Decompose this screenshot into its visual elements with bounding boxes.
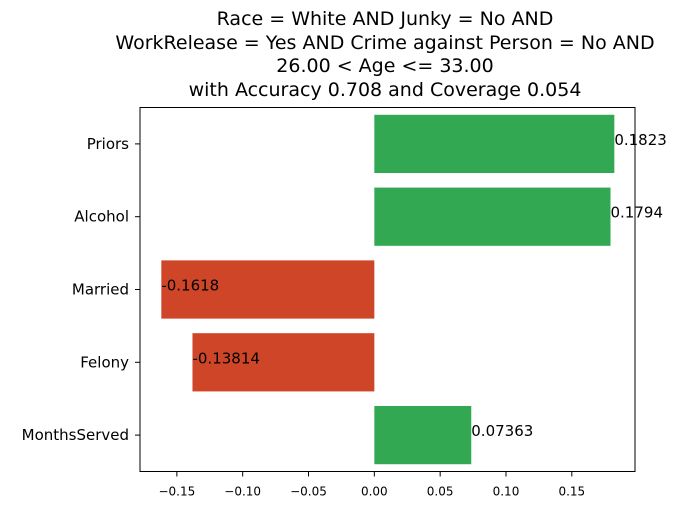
y-tick-label-alcohol: Alcohol [74, 208, 129, 226]
y-tick-label-monthsserved: MonthsServed [22, 426, 129, 444]
bar-felony [192, 333, 375, 392]
y-tick-label-felony: Felony [80, 353, 129, 371]
data-label-alcohol: 0.1794 [611, 204, 664, 222]
x-tick-label: −0.05 [290, 485, 327, 499]
data-label-priors: 0.1823 [614, 131, 667, 149]
chart-title: Race = White AND Junky = No AND WorkRele… [115, 8, 654, 101]
bar-monthsserved [374, 405, 472, 465]
x-tick-label: 0.10 [493, 485, 520, 499]
x-tick-label: −0.10 [224, 485, 261, 499]
bar-alcohol [374, 187, 611, 246]
data-label-married: -0.1618 [161, 277, 219, 295]
y-tick-label-married: Married [72, 281, 129, 299]
data-label-monthsserved: 0.07363 [471, 422, 533, 440]
x-tick-label: 0.00 [361, 485, 388, 499]
x-tick-label: 0.15 [558, 485, 585, 499]
title-line-4: with Accuracy 0.708 and Coverage 0.054 [189, 79, 582, 101]
x-tick-label: 0.05 [427, 485, 454, 499]
x-tick-label: −0.15 [158, 485, 195, 499]
title-line-2: WorkRelease = Yes AND Crime against Pers… [115, 32, 654, 54]
data-label-felony: -0.13814 [192, 349, 259, 367]
bar-married [161, 260, 375, 319]
title-line-1: Race = White AND Junky = No AND [217, 8, 554, 30]
y-tick-label-priors: Priors [87, 135, 129, 153]
bar-priors [374, 114, 615, 174]
plot-area: Priors 0.1823 Alcohol 0.1794 Married -0.1618 F… [22, 114, 667, 499]
plot-frame [139, 107, 636, 472]
title-line-3: 26.00 < Age <= 33.00 [276, 55, 493, 77]
